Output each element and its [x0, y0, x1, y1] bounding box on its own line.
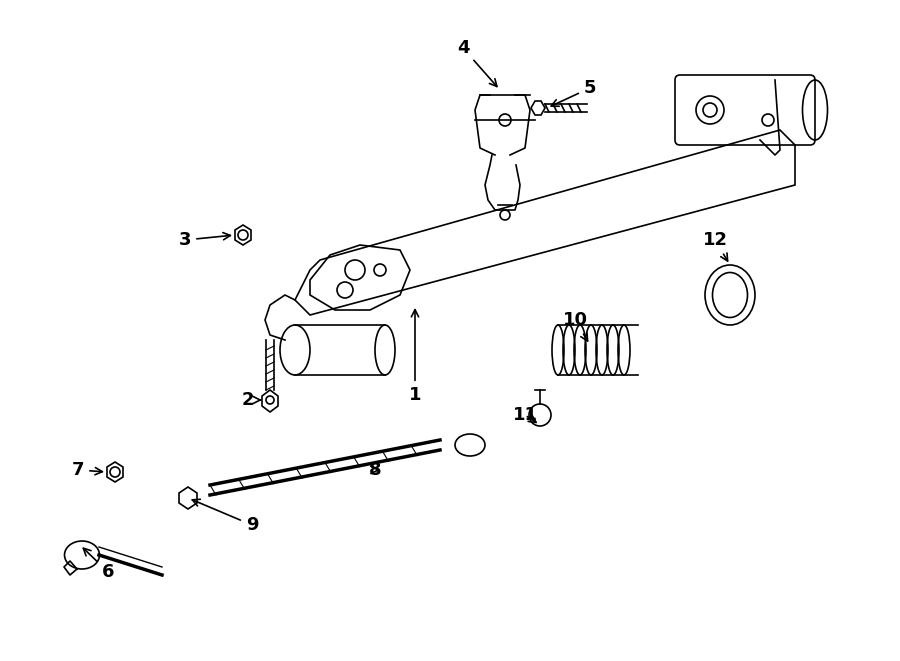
Text: 5: 5 — [551, 79, 596, 106]
Text: 11: 11 — [512, 406, 537, 424]
Text: 2: 2 — [242, 391, 260, 409]
Text: 4: 4 — [456, 39, 497, 87]
Text: 3: 3 — [179, 231, 230, 249]
Text: 1: 1 — [409, 309, 421, 404]
Text: 9: 9 — [193, 499, 258, 534]
Text: 10: 10 — [562, 311, 588, 341]
Text: 7: 7 — [72, 461, 103, 479]
Text: 12: 12 — [703, 231, 727, 261]
Text: 8: 8 — [369, 461, 382, 479]
Text: 6: 6 — [84, 548, 114, 581]
